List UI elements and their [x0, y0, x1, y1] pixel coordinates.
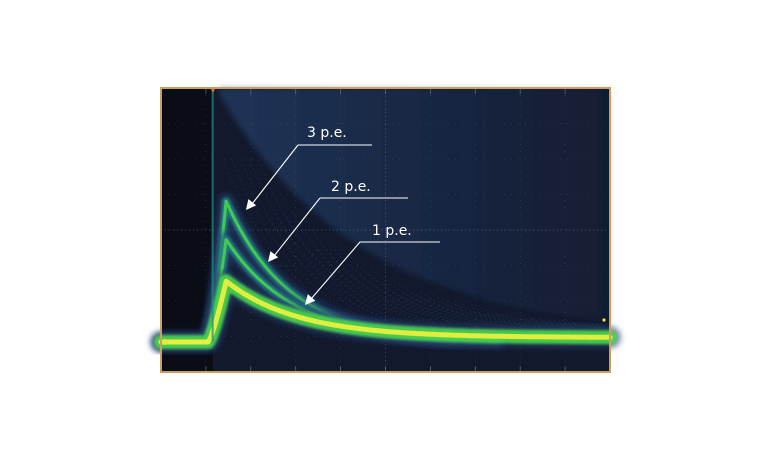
haze-streak [308, 250, 446, 327]
haze-streak [317, 249, 455, 327]
band-core-1-p-e [158, 278, 613, 345]
haze-streak [343, 249, 480, 327]
trigger-marker [162, 339, 168, 345]
label-1-p-e: 1 p.e. [372, 223, 412, 239]
haze-streak [291, 212, 429, 324]
leader-line-1-p-e [310, 241, 361, 300]
haze-streak [325, 248, 463, 327]
haze-streak [513, 312, 608, 329]
haze-fill [219, 88, 610, 322]
haze-streak [223, 162, 361, 321]
haze-streak [240, 159, 378, 320]
haze-streak [249, 159, 387, 320]
haze-streak [377, 274, 514, 329]
haze-streak [428, 292, 566, 330]
haze-streak [419, 291, 557, 330]
haze-streak [479, 313, 610, 332]
haze-streak [411, 291, 549, 330]
haze-streak [394, 292, 532, 330]
level-marker [602, 318, 606, 322]
scope-frame [160, 87, 611, 373]
trigger-arrow-icon [211, 89, 215, 93]
haze-streak [402, 292, 540, 330]
haze-streak [266, 214, 404, 324]
haze-streak [360, 274, 497, 329]
haze-streak [599, 322, 607, 325]
persistence-haze [219, 88, 611, 332]
haze-streak [300, 212, 438, 324]
leader-line-3-p-e [251, 144, 299, 205]
waveform-bands [150, 88, 621, 353]
haze-streak [539, 318, 605, 328]
haze-streak [385, 274, 523, 329]
haze-streak [556, 318, 607, 327]
arrowhead-icon-1-p-e [305, 294, 316, 305]
haze-streak [257, 159, 395, 320]
arrowhead-icon-2-p-e [268, 251, 279, 262]
pe-annotations: 1 p.e. 2 p.e. 3 p.e. [246, 125, 440, 305]
haze-streak [274, 212, 412, 324]
haze-streak [283, 212, 421, 324]
arrowhead-icon-3-p-e [246, 199, 257, 210]
label-2-p-e: 2 p.e. [331, 179, 371, 195]
leader-line-2-p-e [273, 197, 321, 257]
haze-streak [368, 274, 506, 329]
haze-streak [582, 322, 604, 326]
haze-streak [232, 160, 370, 320]
label-3-p-e: 3 p.e. [307, 125, 347, 141]
haze-streak [334, 248, 472, 327]
